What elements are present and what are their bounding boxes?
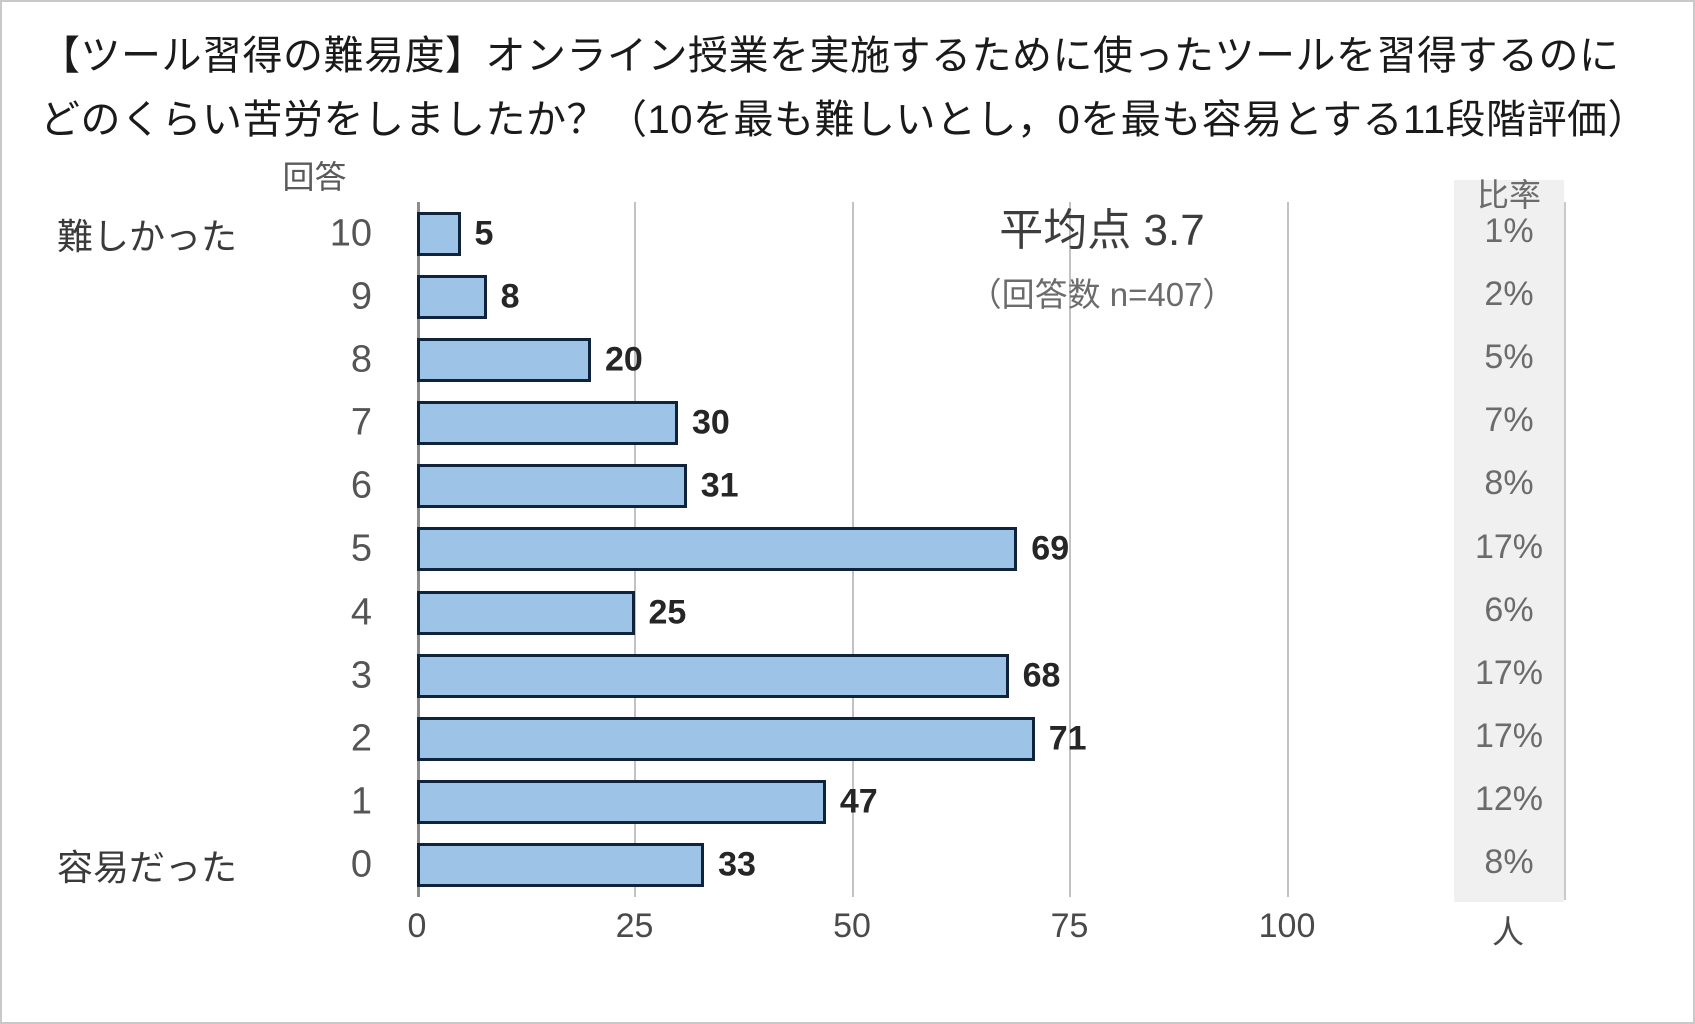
bar-container: [417, 464, 687, 509]
category-label: 8: [350, 338, 372, 381]
category-label: 9: [350, 275, 372, 318]
x-axis-tick: 50: [833, 907, 871, 945]
ratio-value: 2%: [1484, 274, 1534, 313]
bar-container: [417, 527, 1018, 572]
bar-value-label: 5: [474, 214, 494, 253]
bar-value-label: 33: [718, 845, 756, 884]
table-row: 容易だった 0 33: [2, 834, 1693, 897]
bar-container: [417, 590, 635, 635]
gridline-75: [1069, 202, 1071, 897]
scale-label-easy: 容易だった: [57, 847, 238, 889]
ratio-column-header: 比率: [1476, 177, 1541, 213]
table-row: 難しかった 10 5: [2, 202, 1693, 265]
bar[interactable]: [417, 843, 705, 888]
title-line-1: 【ツール習得の難易度】オンライン授業を実施するために使ったツールを習得するのに: [40, 34, 1620, 78]
bar[interactable]: [417, 527, 1018, 572]
answer-column-header: 回答: [282, 159, 347, 195]
bar-rows: 難しかった 10 5 9 8 8 20 7 30 6 31 5 69 4 25 3 68 2 71 1 47 容易だった 0…: [2, 202, 1693, 897]
ratio-value: 7%: [1484, 401, 1534, 440]
x-axis-unit: 人: [1492, 914, 1525, 950]
category-label: 3: [350, 654, 372, 697]
bar-value-label: 20: [605, 340, 643, 379]
table-row: 7 30: [2, 392, 1693, 455]
bar[interactable]: [417, 211, 461, 256]
x-axis-tick: 100: [1258, 907, 1316, 945]
bar[interactable]: [417, 464, 687, 509]
x-axis-tick: 0: [407, 907, 427, 945]
bar[interactable]: [417, 590, 635, 635]
ratio-value: 17%: [1474, 653, 1544, 692]
bar[interactable]: [417, 337, 591, 382]
bar[interactable]: [417, 780, 826, 825]
bar[interactable]: [417, 716, 1035, 761]
category-label: 1: [350, 780, 372, 823]
bar-value-label: 71: [1048, 719, 1087, 758]
bar-value-label: 31: [700, 466, 739, 505]
ratio-value: 17%: [1474, 527, 1544, 566]
table-row: 4 25: [2, 581, 1693, 644]
category-label: 0: [350, 843, 372, 886]
category-label: 2: [350, 717, 372, 760]
bar-container: [417, 653, 1009, 698]
category-label: 10: [329, 212, 372, 255]
table-row: 8 20: [2, 328, 1693, 391]
bar[interactable]: [417, 401, 678, 446]
bar-container: [417, 337, 591, 382]
bar[interactable]: [417, 274, 487, 319]
category-label: 7: [350, 401, 372, 444]
ratio-value: 12%: [1474, 780, 1544, 819]
category-label: 4: [350, 591, 372, 634]
bar-value-label: 8: [500, 277, 520, 316]
title-line-2: どのくらい苦労をしましたか？（10を最も難しいとし，0を最も容易とする11段階評…: [40, 98, 1649, 142]
bar-container: [417, 401, 678, 446]
bar-container: [417, 780, 826, 825]
ratio-value: 17%: [1474, 717, 1544, 756]
ratio-value: 8%: [1484, 464, 1534, 503]
table-row: 5 69: [2, 518, 1693, 581]
table-row: 3 68: [2, 644, 1693, 707]
scale-label-hard: 難しかった: [57, 215, 238, 257]
bar-container: [417, 211, 461, 256]
bar-value-label: 68: [1022, 656, 1061, 695]
ratio-value: 8%: [1484, 843, 1534, 882]
bar-container: [417, 843, 705, 888]
mean-score-label: 平均点 3.7: [999, 206, 1205, 255]
bar[interactable]: [417, 653, 1009, 698]
ratio-column-band: [1454, 180, 1564, 902]
bar-container: [417, 716, 1035, 761]
summary-annotation: 平均点 3.7 （回答数 n=407）: [932, 194, 1272, 316]
bar-value-label: 69: [1031, 529, 1070, 568]
category-label: 6: [350, 464, 372, 507]
response-count-label: （回答数 n=407）: [968, 276, 1236, 313]
x-axis-tick: 75: [1050, 907, 1089, 945]
chart-title: 【ツール習得の難易度】オンライン授業を実施するために使ったツールを習得するのに …: [40, 24, 1670, 152]
bar-value-label: 47: [839, 782, 878, 821]
bar-container: [417, 274, 487, 319]
ratio-column-divider: [1564, 202, 1566, 900]
gridline-100: [1287, 202, 1289, 897]
category-label: 5: [350, 527, 372, 570]
table-row: 6 31: [2, 455, 1693, 518]
ratio-value: 1%: [1484, 211, 1534, 250]
ratio-value: 5%: [1484, 337, 1534, 376]
x-axis-tick: 25: [615, 907, 654, 945]
table-row: 2 71: [2, 707, 1693, 770]
ratio-value: 6%: [1484, 590, 1534, 629]
bar-value-label: 25: [648, 593, 687, 632]
bar-value-label: 30: [692, 403, 730, 442]
table-row: 1 47: [2, 771, 1693, 834]
